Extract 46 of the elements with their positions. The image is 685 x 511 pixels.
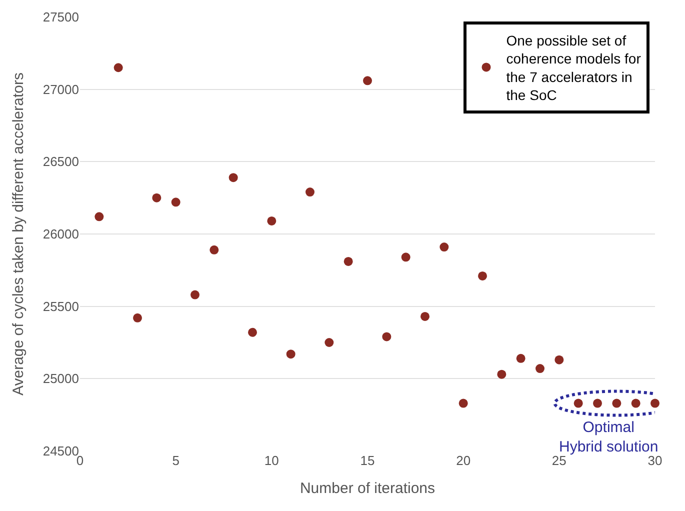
point — [574, 398, 583, 408]
point — [171, 198, 180, 207]
point — [114, 63, 123, 72]
point — [210, 245, 219, 254]
point — [497, 370, 506, 379]
point — [152, 193, 162, 202]
x-tick-label: 5 — [172, 453, 180, 468]
x-tick-label: 20 — [456, 453, 471, 468]
point — [248, 328, 257, 337]
x-axis-title: Number of iterations — [300, 480, 436, 497]
point — [382, 332, 392, 342]
point — [458, 398, 468, 408]
point — [324, 338, 334, 347]
point — [631, 398, 640, 408]
point — [516, 354, 526, 363]
point — [94, 212, 104, 222]
y-tick-label: 25000 — [42, 371, 79, 386]
annotation: Optimal Hybrid solution — [559, 419, 658, 456]
x-tick-label: 15 — [360, 453, 375, 468]
point — [650, 398, 660, 408]
legend-label: One possible set of coherence models for the 7 accelerators in the SoC — [506, 32, 642, 103]
y-tick-label: 27500 — [42, 10, 79, 25]
point — [363, 76, 372, 86]
y-axis-title: Average of cycles taken by different accelerators — [10, 72, 28, 396]
point — [478, 271, 487, 280]
point — [401, 252, 410, 262]
point — [344, 256, 353, 266]
y-tick-label: 27000 — [42, 82, 79, 97]
point — [536, 364, 544, 374]
y-tick-label: 25500 — [42, 298, 79, 314]
x-tick-label: 25 — [552, 453, 566, 468]
point — [440, 242, 449, 252]
point — [612, 398, 622, 408]
point — [228, 173, 238, 182]
point — [306, 188, 314, 197]
x-tick-label: 30 — [648, 453, 662, 468]
point — [133, 313, 142, 322]
x-tick-label: 10 — [264, 453, 279, 468]
point — [554, 355, 564, 364]
point — [593, 398, 602, 408]
point — [420, 312, 430, 321]
point — [267, 216, 276, 226]
y-tick-label: 26500 — [42, 154, 79, 170]
y-tick-label: 26000 — [42, 226, 79, 242]
point — [190, 290, 200, 300]
point — [286, 350, 296, 359]
